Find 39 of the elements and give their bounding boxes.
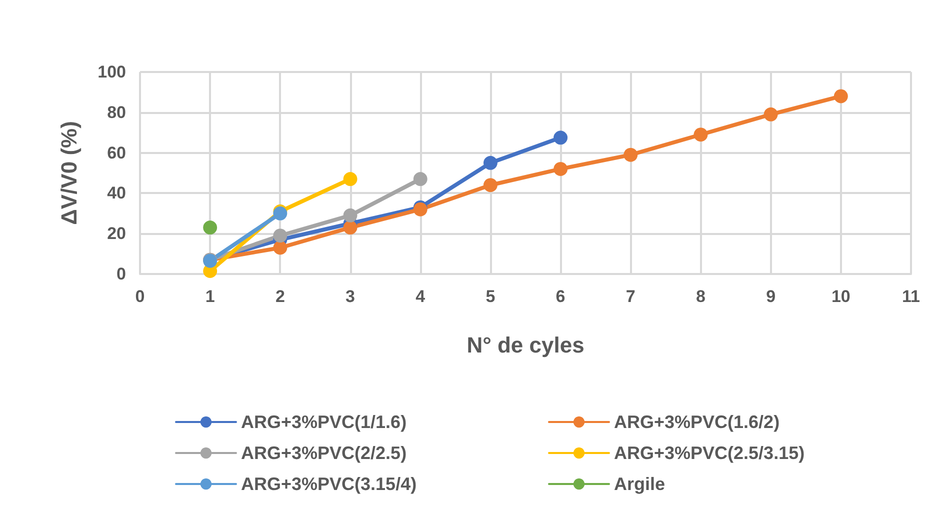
y-tick-label: 0 bbox=[116, 264, 126, 284]
x-tick-label: 2 bbox=[275, 287, 285, 306]
x-tick-label: 0 bbox=[135, 287, 145, 306]
legend-label: ARG+3%PVC(1.6/2) bbox=[614, 412, 780, 432]
y-axis-title: ΔV/V0 (%) bbox=[56, 121, 82, 225]
x-axis-title: N° de cyles bbox=[466, 332, 584, 358]
point bbox=[203, 220, 218, 235]
point bbox=[483, 156, 498, 170]
x-tick-label: 10 bbox=[831, 287, 850, 306]
y-tick-label: 100 bbox=[98, 62, 126, 82]
x-tick-label: 6 bbox=[556, 287, 566, 306]
legend-label: Argile bbox=[614, 474, 666, 494]
y-tick-label: 60 bbox=[107, 143, 126, 162]
point bbox=[554, 130, 568, 145]
x-tick-label: 7 bbox=[626, 287, 636, 306]
y-tick-label: 20 bbox=[107, 224, 126, 244]
x-tick-label: 3 bbox=[346, 287, 356, 306]
point bbox=[834, 89, 848, 104]
point bbox=[413, 172, 428, 186]
x-tick-label: 5 bbox=[486, 287, 496, 306]
legend-label: ARG+3%PVC(3.15/4) bbox=[241, 474, 417, 494]
point bbox=[273, 240, 288, 255]
point bbox=[624, 148, 638, 162]
y-tick-label: 40 bbox=[107, 184, 126, 203]
point bbox=[694, 128, 708, 142]
point bbox=[483, 178, 498, 192]
legend-label: ARG+3%PVC(2.5/3.15) bbox=[614, 443, 805, 463]
point bbox=[554, 162, 568, 176]
x-tick-label: 1 bbox=[205, 287, 215, 306]
point bbox=[273, 228, 288, 243]
y-tick-label: 80 bbox=[107, 102, 126, 122]
x-tick-label: 9 bbox=[766, 287, 776, 306]
point bbox=[764, 107, 778, 122]
x-tick-label: 4 bbox=[416, 287, 426, 306]
x-tick-label: 8 bbox=[696, 287, 706, 306]
legend-label: ARG+3%PVC(2/2.5) bbox=[241, 443, 407, 463]
x-tick-label: 11 bbox=[902, 287, 920, 306]
point bbox=[343, 172, 358, 186]
legend-label: ARG+3%PVC(1/1.6) bbox=[241, 412, 407, 432]
